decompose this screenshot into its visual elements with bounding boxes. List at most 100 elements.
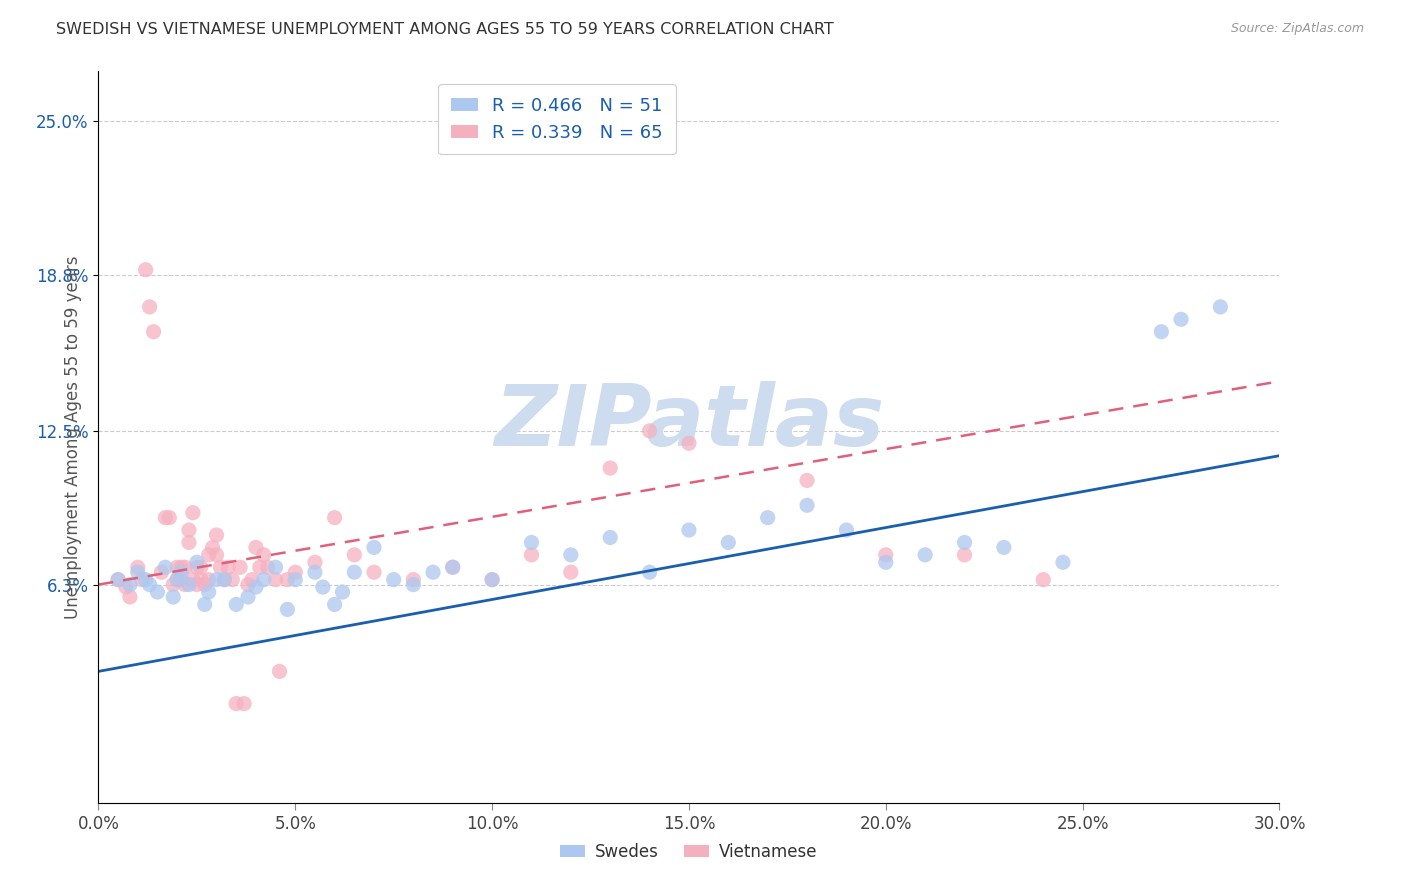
Point (197, 585, 219, 599)
Point (599, 531, 621, 545)
Point (177, 523, 200, 537)
Point (174, 560, 197, 574)
Point (181, 573, 204, 587)
Point (284, 573, 307, 587)
Point (162, 577, 184, 591)
Point (914, 548, 936, 562)
Point (177, 577, 200, 591)
Point (402, 577, 425, 591)
Point (520, 535, 543, 549)
Point (209, 560, 232, 574)
Point (312, 580, 335, 594)
Point (225, 697, 247, 711)
Point (166, 573, 188, 587)
Point (993, 541, 1015, 555)
Point (107, 573, 129, 587)
Point (796, 498, 818, 512)
Point (245, 541, 267, 555)
Point (953, 535, 976, 549)
Point (264, 560, 287, 574)
Point (107, 573, 129, 587)
Point (174, 577, 197, 591)
Point (1032, 573, 1054, 587)
Point (441, 560, 464, 574)
Point (177, 535, 200, 549)
Point (953, 548, 976, 562)
Point (249, 560, 271, 574)
Point (170, 565, 193, 579)
Point (205, 573, 228, 587)
Point (717, 535, 740, 549)
Point (481, 573, 503, 587)
Point (245, 580, 267, 594)
Point (201, 541, 224, 555)
Point (162, 590, 184, 604)
Point (217, 560, 239, 574)
Point (138, 300, 160, 314)
Point (363, 541, 385, 555)
Point (170, 560, 193, 574)
Point (236, 590, 259, 604)
Point (190, 573, 212, 587)
Point (678, 436, 700, 450)
Point (343, 565, 366, 579)
Point (186, 560, 208, 574)
Point (796, 474, 818, 488)
Point (678, 523, 700, 537)
Point (520, 548, 543, 562)
Point (875, 555, 897, 569)
Point (214, 573, 236, 587)
Text: SWEDISH VS VIETNAMESE UNEMPLOYMENT AMONG AGES 55 TO 59 YEARS CORRELATION CHART: SWEDISH VS VIETNAMESE UNEMPLOYMENT AMONG… (56, 22, 834, 37)
Point (155, 560, 177, 574)
Point (205, 548, 228, 562)
Point (197, 548, 219, 562)
Point (157, 510, 180, 524)
Point (638, 424, 661, 438)
Point (264, 573, 287, 587)
Legend: R = 0.466   N = 51, R = 0.339   N = 65: R = 0.466 N = 51, R = 0.339 N = 65 (439, 84, 675, 154)
Point (138, 577, 160, 591)
Text: Source: ZipAtlas.com: Source: ZipAtlas.com (1230, 22, 1364, 36)
Y-axis label: Unemployment Among Ages 55 to 59 years: Unemployment Among Ages 55 to 59 years (63, 255, 82, 619)
Point (214, 573, 236, 587)
Point (221, 573, 243, 587)
Point (835, 523, 858, 537)
Point (205, 528, 228, 542)
Point (229, 560, 252, 574)
Point (332, 585, 354, 599)
Point (118, 577, 141, 591)
Point (233, 697, 256, 711)
Point (875, 548, 897, 562)
Point (194, 598, 217, 612)
Point (363, 565, 385, 579)
Point (323, 598, 346, 612)
Point (638, 565, 661, 579)
Point (560, 565, 582, 579)
Point (276, 573, 298, 587)
Point (142, 325, 165, 339)
Point (1150, 325, 1173, 339)
Point (181, 506, 204, 520)
Point (276, 602, 298, 616)
Point (253, 548, 276, 562)
Point (186, 577, 208, 591)
Point (236, 577, 259, 591)
Point (166, 560, 188, 574)
Point (197, 573, 219, 587)
Point (194, 577, 217, 591)
Point (190, 560, 212, 574)
Point (155, 510, 177, 524)
Point (166, 573, 188, 587)
Point (131, 573, 153, 587)
Point (304, 555, 326, 569)
Point (481, 573, 503, 587)
Point (1170, 312, 1192, 326)
Point (441, 560, 464, 574)
Point (269, 665, 291, 679)
Point (146, 585, 169, 599)
Point (304, 565, 326, 579)
Point (127, 565, 149, 579)
Point (118, 590, 141, 604)
Point (256, 560, 278, 574)
Point (422, 565, 444, 579)
